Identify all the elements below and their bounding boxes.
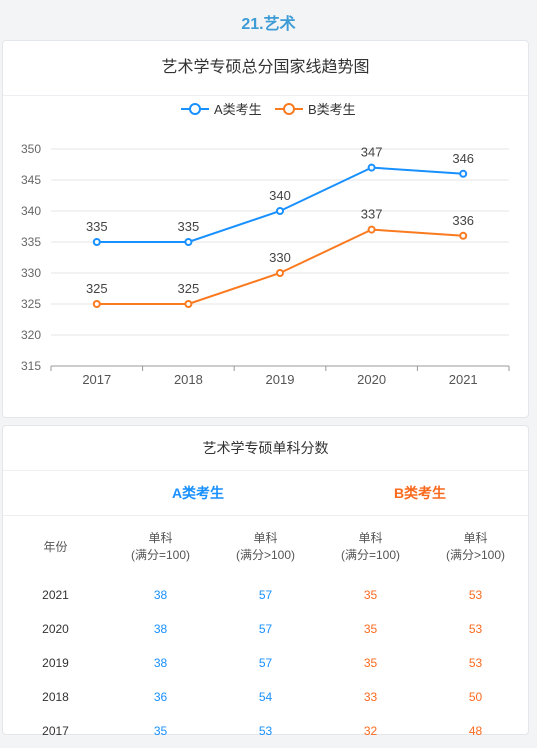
group-a-label: A类考生 <box>171 485 225 501</box>
y-tick-label: 325 <box>21 297 41 311</box>
table-row: 2018 36 54 33 50 <box>3 680 528 714</box>
cell-b-gt100: 53 <box>468 588 483 602</box>
table-header-row: 年份 单科 (满分=100) 单科 (满分>100) 单科 (满分=100) 单科 (满… <box>3 516 528 578</box>
cell-b-gt100: 53 <box>468 622 483 636</box>
data-label: 335 <box>178 219 200 234</box>
header-year: 年份 <box>43 539 68 554</box>
data-point <box>367 163 376 172</box>
header-a-100: 单科 (满分=100) <box>130 531 191 562</box>
data-point <box>92 238 101 246</box>
score-table: 年份 单科 (满分=100) 单科 (满分>100) 单科 (满分=100) 单科 (满… <box>3 516 528 748</box>
data-label: 347 <box>361 145 383 160</box>
data-point <box>92 300 101 308</box>
data-label: 346 <box>452 151 474 166</box>
x-tick-label: 2019 <box>266 372 295 387</box>
cell-a-gt100: 57 <box>258 588 273 602</box>
x-tick-label: 2020 <box>357 372 386 387</box>
x-tick-label: 2018 <box>174 372 203 387</box>
data-point <box>184 238 193 246</box>
y-tick-label: 350 <box>21 142 41 156</box>
cell-b-100: 35 <box>363 622 378 636</box>
data-point <box>184 300 193 308</box>
chart-card: 艺术学专硕总分国家线趋势图 315 320 325 330 335 340 345 350 20… <box>2 40 529 418</box>
header-b-gt100: 单科 (满分>100) <box>445 531 506 562</box>
cell-b-gt100: 50 <box>468 690 483 704</box>
series-line <box>96 228 464 305</box>
cell-a-gt100: 54 <box>258 690 273 704</box>
cell-year: 2018 <box>42 690 69 704</box>
y-tick-label: 320 <box>21 328 41 342</box>
header-a-gt100: 单科 (满分>100) <box>235 531 296 562</box>
table-row: 2020 38 57 35 53 <box>3 612 528 646</box>
cell-b-100: 33 <box>363 690 378 704</box>
cell-a-gt100: 53 <box>258 724 273 738</box>
score-table-card: 艺术学专硕单科分数 A类考生 B类考生 年份 单科 (满分=100) 单科 (满分>… <box>2 425 529 738</box>
series-line <box>96 166 464 243</box>
table-title: 艺术学专硕单科分数 <box>3 426 528 471</box>
cell-year: 2021 <box>42 588 69 602</box>
section-title: 21.艺术 <box>241 16 296 33</box>
data-point <box>276 269 284 277</box>
cell-b-gt100: 53 <box>468 656 483 670</box>
data-label: 337 <box>361 207 383 222</box>
chart-title: 艺术学专硕总分国家线趋势图 <box>3 41 528 96</box>
y-tick-label: 340 <box>21 204 41 218</box>
data-point <box>367 225 376 234</box>
cell-a-100: 38 <box>153 622 168 636</box>
cell-a-gt100: 57 <box>258 656 273 670</box>
legend-label: B类考生 <box>308 102 356 117</box>
data-label: 340 <box>269 188 291 203</box>
group-header-row: A类考生 B类考生 <box>3 471 528 516</box>
cell-b-gt100: 48 <box>468 724 483 738</box>
legend-marker <box>283 103 295 115</box>
y-tick-label: 315 <box>21 359 41 373</box>
header-b-100: 单科 (满分=100) <box>340 531 401 562</box>
x-tick-label: 2017 <box>82 372 111 387</box>
table-row: 2019 38 57 35 53 <box>3 646 528 680</box>
cell-b-100: 35 <box>363 588 378 602</box>
data-label: 325 <box>86 281 108 296</box>
y-tick-label: 335 <box>21 235 41 249</box>
data-point <box>276 207 284 215</box>
table-row: 2021 38 57 35 53 <box>3 578 528 612</box>
data-point <box>459 169 468 178</box>
line-chart: 315 320 325 330 335 340 345 350 2017 2018 2019 2020… <box>21 102 510 387</box>
cell-a-100: 38 <box>153 588 168 602</box>
data-label: 325 <box>178 281 200 296</box>
data-label: 335 <box>86 219 108 234</box>
data-point <box>459 231 468 240</box>
data-label: 336 <box>452 213 474 228</box>
group-b-label: B类考生 <box>393 485 447 501</box>
data-label: 330 <box>269 250 291 265</box>
y-tick-label: 330 <box>21 266 41 280</box>
cell-year: 2020 <box>42 622 69 636</box>
cell-a-100: 36 <box>153 690 168 704</box>
cell-b-100: 35 <box>363 656 378 670</box>
cell-year: 2017 <box>42 724 69 738</box>
cell-year: 2019 <box>42 656 69 670</box>
cell-b-100: 32 <box>363 724 378 738</box>
legend-marker <box>189 103 201 115</box>
x-tick-label: 2021 <box>449 372 478 387</box>
legend-label: A类考生 <box>214 102 262 117</box>
table-row: 2017 35 53 32 48 <box>3 714 528 748</box>
cell-a-gt100: 57 <box>258 622 273 636</box>
y-tick-label: 345 <box>21 173 41 187</box>
cell-a-100: 38 <box>153 656 168 670</box>
cell-a-100: 35 <box>153 724 168 738</box>
